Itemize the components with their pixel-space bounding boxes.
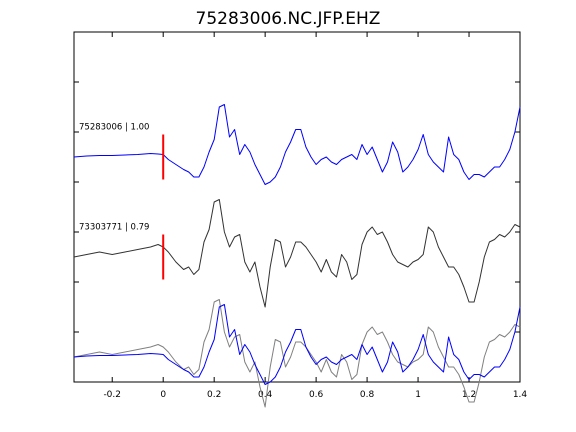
x-axis: -0.2 0 0.2 0.4 0.6 0.8 1 1.2 1.4	[103, 32, 527, 400]
plot-frame	[73, 31, 521, 383]
x-tick-label: 0.6	[309, 390, 324, 400]
trace-labels: 75283006 | 1.00 73303771 | 0.79	[79, 123, 149, 233]
x-tick-label: 1	[415, 390, 421, 400]
x-tick-label: 0.4	[258, 390, 273, 400]
waveform-traces	[73, 104, 521, 408]
trace-label: 75283006 | 1.00	[79, 123, 149, 133]
x-tick-label: -0.2	[103, 390, 121, 400]
x-tick-label: 1.2	[462, 390, 476, 400]
trace-73303771-panel-3	[73, 299, 521, 408]
chart-title: 75283006.NC.JFP.EHZ	[196, 9, 381, 29]
x-tick-label: 0.8	[360, 390, 375, 400]
trace-75283006-panel-1	[73, 104, 521, 185]
x-tick-label: 0.2	[207, 390, 221, 400]
x-tick-label: 0	[160, 390, 166, 400]
y-axis-ticks	[74, 81, 520, 333]
trace-75283006-panel-3	[73, 304, 521, 385]
x-tick-label: 1.4	[513, 390, 528, 400]
trace-label: 73303771 | 0.79	[79, 223, 149, 233]
trace-73303771-panel-2	[73, 199, 521, 308]
